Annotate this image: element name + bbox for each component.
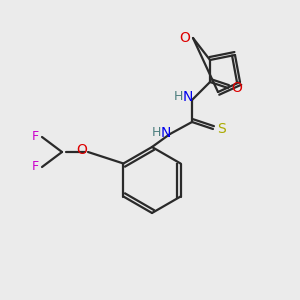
Text: S: S	[218, 122, 226, 136]
Text: O: O	[76, 143, 87, 157]
Text: F: F	[32, 130, 39, 143]
Text: N: N	[183, 90, 193, 104]
Text: O: O	[180, 31, 190, 45]
Text: N: N	[161, 126, 171, 140]
Text: F: F	[32, 160, 39, 173]
Text: H: H	[173, 91, 183, 103]
Text: O: O	[232, 81, 242, 95]
Text: H: H	[151, 127, 161, 140]
